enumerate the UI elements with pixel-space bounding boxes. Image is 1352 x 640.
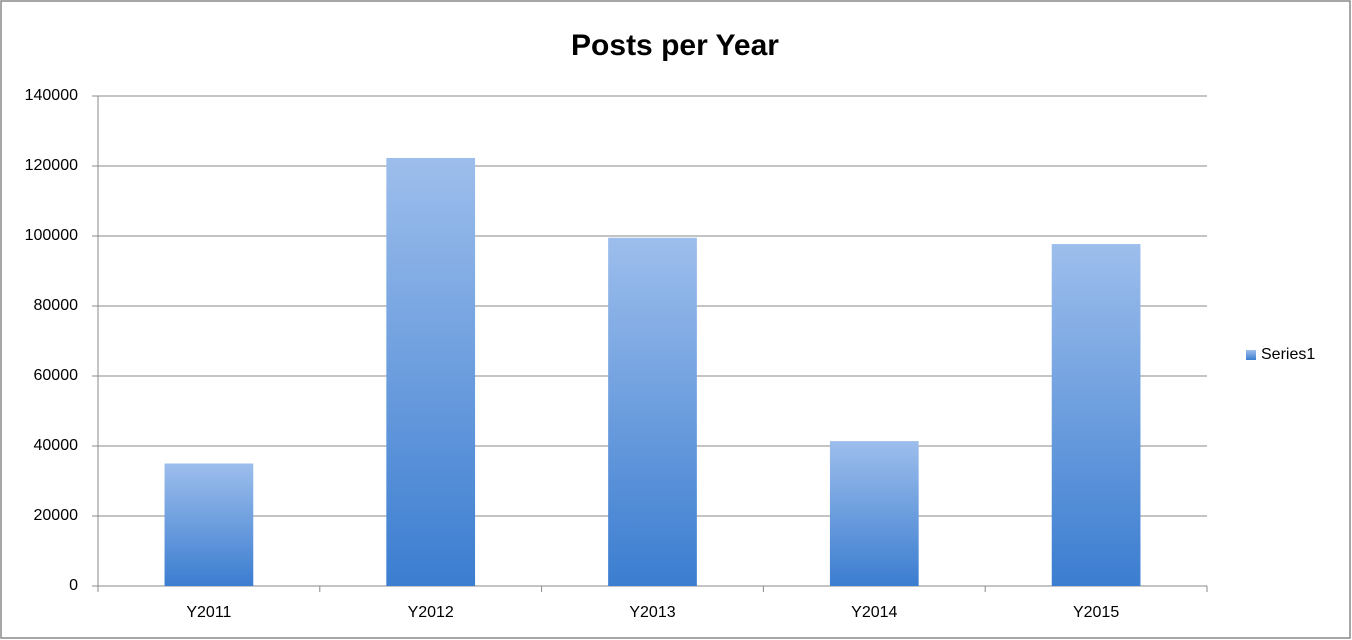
legend-swatch [1246, 350, 1256, 360]
chart-title: Posts per Year [571, 29, 779, 62]
x-tick-label: Y2015 [1073, 604, 1119, 621]
y-tick-label: 100000 [25, 227, 78, 244]
bar [386, 157, 476, 586]
bar [164, 463, 254, 586]
bar [608, 237, 697, 586]
x-tick-label: Y2012 [408, 604, 454, 621]
y-tick-label: 20000 [34, 507, 79, 524]
x-tick-label: Y2011 [186, 604, 231, 621]
y-tick-label: 60000 [34, 367, 79, 384]
x-tick-label: Y2013 [629, 604, 675, 621]
y-tick-label: 140000 [25, 87, 78, 104]
bar [829, 441, 919, 586]
y-tick-label: 120000 [25, 157, 78, 174]
y-tick-label: 40000 [34, 437, 79, 454]
y-tick-label: 0 [69, 577, 78, 594]
y-tick-label: 80000 [34, 297, 79, 314]
x-tick-label: Y2014 [851, 604, 897, 621]
legend-label: Series1 [1261, 346, 1315, 363]
bar [1051, 244, 1141, 587]
